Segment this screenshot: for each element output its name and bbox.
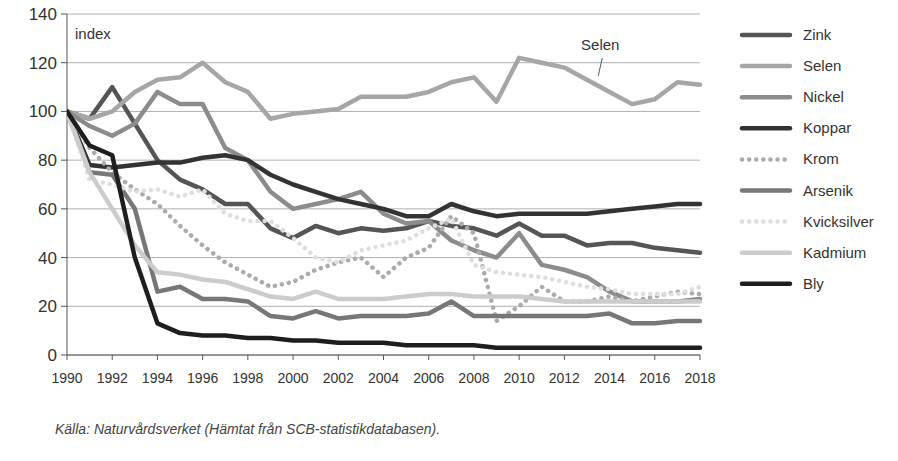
legend-swatch: [742, 219, 790, 224]
y-tick-label: 80: [38, 151, 57, 170]
x-tick: [473, 355, 474, 360]
x-tick: [383, 355, 384, 360]
x-tick: [338, 355, 339, 360]
x-tick-label: 2010: [504, 370, 535, 386]
y-tick: [61, 14, 67, 15]
x-tick-label: 1994: [142, 370, 173, 386]
series-line: [67, 92, 700, 301]
x-tick: [428, 355, 429, 360]
x-tick-label: 2016: [639, 370, 670, 386]
legend-label: Nickel: [803, 88, 844, 105]
grid-line: [67, 257, 700, 258]
x-tick-label: 1996: [187, 370, 218, 386]
series-line: [67, 111, 700, 347]
x-tick: [519, 355, 520, 360]
series-line: [67, 111, 700, 301]
lines: [67, 58, 700, 348]
legend-label: Krom: [803, 150, 839, 167]
y-tick-label: 0: [48, 346, 57, 365]
y-tick-label: 20: [38, 297, 57, 316]
series-line: [67, 87, 700, 253]
x-tick: [157, 355, 158, 360]
chart: 0 20 40 60 80 100 120 140 1990 1992 1994 1996 1998 20…: [0, 0, 898, 461]
legend-label: Kadmium: [803, 244, 866, 261]
x-tick: [609, 355, 610, 360]
legend-swatch: [742, 188, 790, 193]
legend-swatch: [742, 64, 790, 69]
source: Källa: Naturvårdsverket (Hämtat från SCB…: [55, 421, 440, 437]
legend-label: Selen: [803, 57, 841, 74]
y-axis: [67, 14, 68, 355]
y-tick: [61, 160, 67, 161]
x-tick: [247, 355, 248, 360]
axes: 0 20 40 60 80 100 120 140 1990 1992 1994 1996 1998 20…: [29, 5, 716, 386]
grid-line: [67, 306, 700, 307]
legend-label: Koppar: [803, 119, 851, 136]
legend-swatch: [742, 282, 790, 287]
annotation: Selen: [581, 36, 619, 53]
legend-label: Bly: [803, 275, 824, 292]
y-tick-label: 120: [29, 54, 57, 73]
x-tick-label: 1992: [97, 370, 128, 386]
y-tick-label: 60: [38, 200, 57, 219]
x-tick-label: 2006: [413, 370, 444, 386]
legend-swatch: [742, 250, 790, 255]
legend-swatch: [742, 157, 790, 162]
x-tick-label: 1998: [232, 370, 263, 386]
y-tick: [61, 111, 67, 112]
legend-label: Kvicksilver: [803, 213, 874, 230]
x-tick: [654, 355, 655, 360]
x-tick-label: 2008: [458, 370, 489, 386]
x-tick-label: 2014: [594, 370, 625, 386]
y-tick-label: 140: [29, 5, 57, 24]
series-line: [67, 111, 700, 294]
grid-line: [67, 111, 700, 112]
x-tick-label: 2002: [323, 370, 354, 386]
x-tick-label: 2012: [549, 370, 580, 386]
y-tick-label: 40: [38, 249, 57, 268]
x-tick: [67, 355, 68, 360]
x-tick: [564, 355, 565, 360]
x-tick-label: 2004: [368, 370, 399, 386]
legend-swatch: [742, 33, 790, 38]
x-tick: [700, 355, 701, 360]
legend-swatch: [742, 126, 790, 131]
x-tick-label: 1990: [51, 370, 82, 386]
grid-line: [67, 14, 700, 15]
y-tick: [61, 208, 67, 209]
series-line: [67, 58, 700, 119]
y-tick: [61, 62, 67, 63]
series-line: [67, 111, 700, 323]
legend-label: Zink: [803, 26, 832, 43]
y-axis-label: index: [75, 25, 111, 42]
x-tick-label: 2018: [684, 370, 715, 386]
x-tick-label: 2000: [277, 370, 308, 386]
y-tick-label: 100: [29, 102, 57, 121]
legend-label: Arsenik: [803, 182, 854, 199]
x-tick: [112, 355, 113, 360]
grid-line: [67, 62, 700, 63]
y-tick: [61, 306, 67, 307]
y-tick: [61, 257, 67, 258]
series-line: [67, 111, 700, 216]
x-tick: [293, 355, 294, 360]
x-tick: [202, 355, 203, 360]
legend-swatch: [742, 95, 790, 100]
annotation-pointer: [598, 58, 602, 76]
legend: Zink Selen Nickel Koppar Krom Arsenik Kvicksil…: [742, 26, 874, 292]
y-tick: [61, 355, 67, 356]
